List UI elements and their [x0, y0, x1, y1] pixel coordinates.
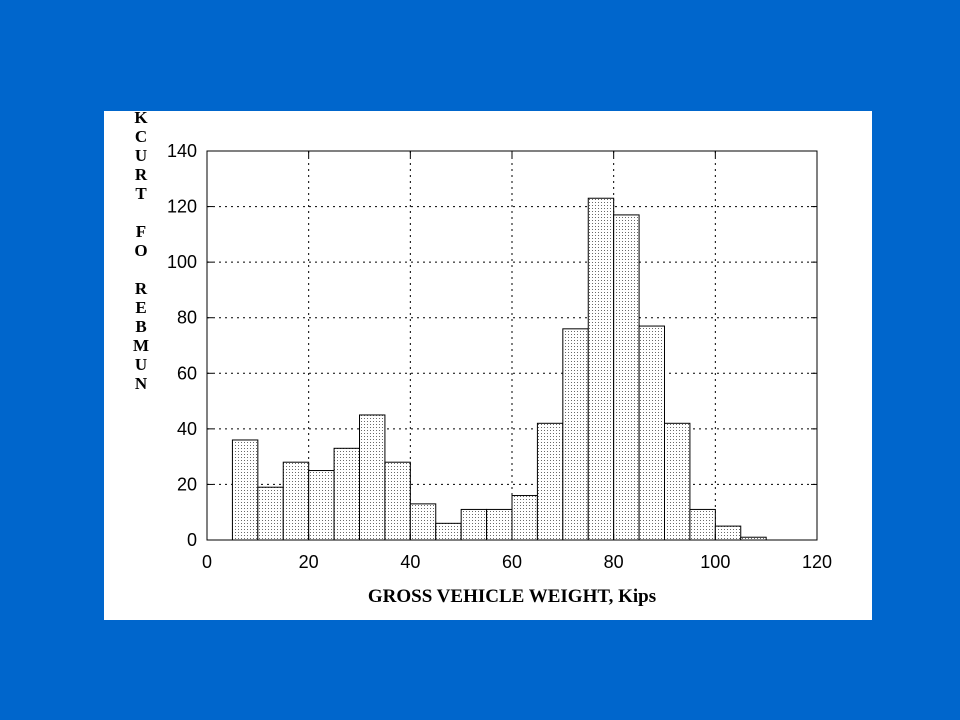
histogram-bar: [536, 422, 564, 541]
histogram-bar: [282, 461, 310, 541]
histogram-bar: [257, 486, 284, 541]
y-axis-label-letter: [129, 203, 153, 222]
histogram-bar: [333, 447, 361, 541]
histogram-bar: [511, 495, 538, 541]
bars: [231, 197, 767, 541]
y-tick-label: 120: [167, 197, 197, 217]
y-tick-label: 100: [167, 252, 197, 272]
x-tick-label: 100: [700, 552, 730, 572]
y-tick-label: 140: [167, 141, 197, 161]
histogram-bar: [664, 422, 691, 541]
x-tick-label: 20: [299, 552, 319, 572]
ticks: [206, 150, 818, 541]
histogram-bar: [689, 508, 716, 541]
y-axis-label-letter: U: [134, 146, 148, 165]
x-tick-label: 60: [502, 552, 522, 572]
histogram-bar: [638, 325, 665, 541]
y-axis-label-letter: T: [135, 184, 147, 203]
histogram-bar: [460, 508, 488, 541]
histogram-bar: [486, 508, 513, 541]
histogram-bar: [435, 522, 462, 541]
y-tick-label: 0: [187, 530, 197, 550]
x-tick-label: 0: [202, 552, 212, 572]
y-tick-label: 80: [177, 308, 197, 328]
histogram-bar: [231, 439, 259, 541]
y-tick-label: 40: [177, 419, 197, 439]
y-axis-label-letter: [129, 260, 153, 279]
y-axis-label-letter: R: [134, 279, 148, 298]
y-axis-label-letter: R: [134, 165, 148, 184]
x-tick-labels: 0 20 40 60 80 100 120: [202, 552, 832, 572]
y-axis-label-letter: M: [132, 336, 150, 355]
histogram-bar: [359, 414, 386, 541]
y-axis-label-letter: B: [135, 317, 147, 336]
histogram-bar: [308, 470, 335, 541]
y-axis-label-letter: C: [134, 127, 148, 146]
x-axis-label: GROSS VEHICLE WEIGHT, Kips: [367, 586, 657, 607]
histogram-bar: [562, 328, 589, 541]
y-tick-labels: 0 20 40 60 80 100 120 140: [167, 141, 197, 550]
y-axis-label-letter: O: [134, 241, 148, 260]
histogram-bar: [587, 197, 615, 541]
histogram-bar: [714, 525, 742, 541]
y-axis-label-letter: K: [134, 108, 148, 127]
y-tick-label: 60: [177, 363, 197, 383]
histogram-bar: [384, 461, 411, 541]
y-axis-label-letter: U: [134, 355, 148, 374]
x-tick-label: 120: [802, 552, 832, 572]
x-tick-label: 80: [604, 552, 624, 572]
histogram-bar: [409, 503, 437, 541]
x-tick-label: 40: [400, 552, 420, 572]
y-axis-label-letter: N: [134, 374, 148, 393]
y-axis-label-letter: F: [135, 222, 147, 241]
y-axis-label-letter: E: [135, 298, 147, 317]
histogram-bar: [613, 214, 640, 541]
y-tick-label: 20: [177, 474, 197, 494]
